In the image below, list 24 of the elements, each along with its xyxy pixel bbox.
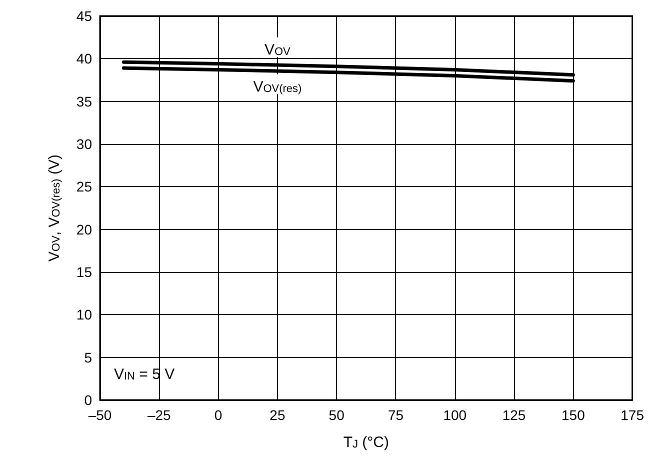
x-tick-label: –25 [147, 407, 172, 423]
y-tick-label: 20 [76, 221, 92, 238]
y-tick-label: 0 [84, 392, 92, 408]
y-tick-label: 15 [76, 264, 92, 280]
x-tick-label: 150 [561, 407, 586, 423]
x-tick-label: 25 [270, 407, 286, 423]
series-label: VOV(res) [253, 78, 302, 96]
x-tick-label: 175 [620, 407, 644, 423]
x-tick-label: 100 [443, 407, 467, 423]
series-label: VOV [264, 41, 292, 58]
y-tick-label: 10 [76, 306, 92, 323]
x-tick-label: 75 [388, 407, 404, 423]
y-tick-label: 40 [76, 50, 92, 67]
y-tick-label: 35 [76, 93, 92, 110]
x-tick-label: 125 [502, 407, 526, 423]
y-tick-label: 5 [84, 349, 92, 366]
x-tick-label: –50 [88, 407, 112, 423]
x-axis-title: TJ (°C) [343, 434, 389, 451]
x-tick-label: 0 [214, 407, 222, 423]
y-axis-title: VOV, VOV(res) (V) [46, 154, 63, 262]
y-tick-label: 45 [76, 8, 92, 24]
y-tick-label: 30 [76, 136, 92, 152]
x-tick-label: 50 [328, 407, 345, 423]
y-tick-label: 25 [76, 178, 92, 195]
